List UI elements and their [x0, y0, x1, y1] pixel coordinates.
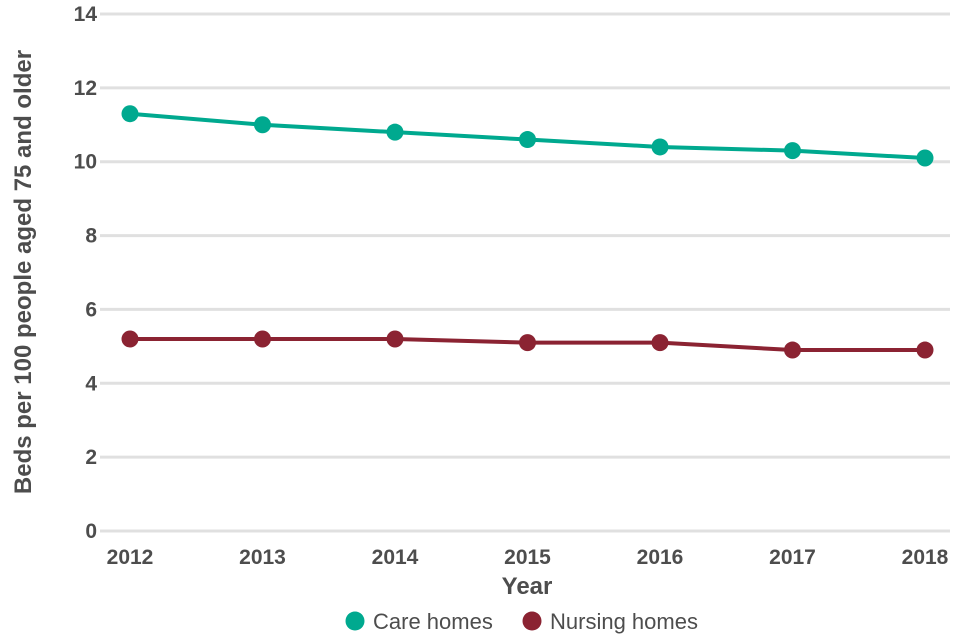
data-point — [386, 330, 404, 348]
x-tick-label: 2016 — [637, 546, 684, 569]
data-point — [254, 330, 271, 348]
legend-item: Care homes — [345, 609, 493, 634]
y-tick-label: 4 — [85, 372, 97, 395]
y-tick-label: 14 — [74, 3, 98, 26]
series-0 — [121, 105, 934, 167]
y-axis-title: Beds per 100 people aged 75 and older — [10, 50, 37, 494]
x-axis-ticks: 2012 2013 2014 2015 2016 2017 2018 — [107, 546, 949, 569]
x-axis-title: Year — [502, 573, 553, 600]
legend-label: Care homes — [373, 609, 493, 634]
x-tick-label: 2014 — [372, 546, 419, 569]
legend-swatch — [522, 611, 542, 631]
x-tick-label: 2017 — [769, 546, 816, 569]
gridlines — [100, 12, 950, 533]
legend-label: Nursing homes — [550, 609, 698, 634]
y-tick-label: 12 — [74, 77, 97, 100]
data-point — [784, 341, 801, 359]
series-group — [121, 105, 934, 359]
data-point — [916, 149, 934, 167]
data-point — [121, 330, 139, 348]
series-1 — [121, 330, 934, 359]
y-tick-label: 8 — [85, 225, 97, 248]
data-point — [519, 334, 536, 352]
data-point — [254, 116, 271, 134]
data-point — [519, 131, 536, 149]
y-tick-label: 0 — [85, 520, 97, 543]
data-point — [784, 142, 801, 160]
x-tick-label: 2018 — [902, 546, 949, 569]
data-point — [386, 123, 404, 141]
x-tick-label: 2015 — [504, 546, 551, 569]
data-point — [651, 138, 669, 156]
legend-swatch — [345, 611, 365, 631]
y-tick-label: 2 — [85, 446, 97, 469]
x-tick-label: 2013 — [239, 546, 286, 569]
legend-item: Nursing homes — [522, 609, 698, 634]
x-tick-label: 2012 — [107, 546, 154, 569]
y-tick-label: 10 — [74, 151, 97, 174]
data-point — [916, 341, 934, 359]
y-tick-label: 6 — [85, 298, 97, 321]
data-point — [121, 105, 139, 123]
data-point — [651, 334, 669, 352]
legend: Care homes Nursing homes — [345, 609, 698, 634]
y-axis-ticks: 0 2 4 6 8 10 12 14 — [74, 3, 98, 543]
